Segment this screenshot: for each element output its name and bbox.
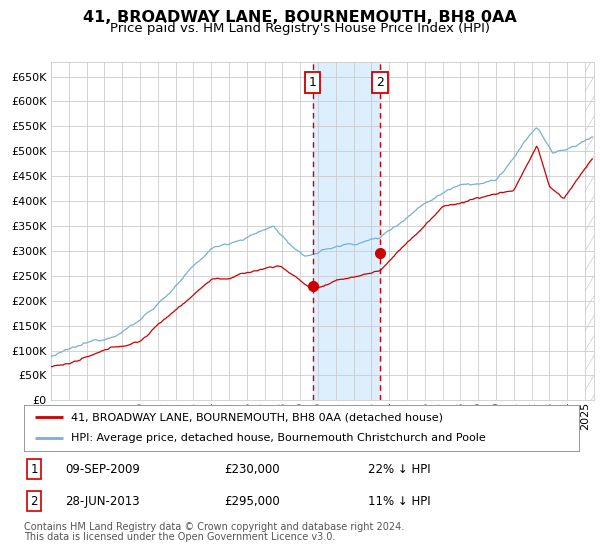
Text: 11% ↓ HPI: 11% ↓ HPI — [368, 494, 431, 508]
Text: HPI: Average price, detached house, Bournemouth Christchurch and Poole: HPI: Average price, detached house, Bour… — [71, 433, 486, 444]
Text: £230,000: £230,000 — [224, 463, 280, 475]
Text: This data is licensed under the Open Government Licence v3.0.: This data is licensed under the Open Gov… — [24, 532, 335, 542]
Text: Contains HM Land Registry data © Crown copyright and database right 2024.: Contains HM Land Registry data © Crown c… — [24, 522, 404, 532]
Text: 1: 1 — [308, 76, 316, 89]
Bar — [313, 62, 380, 400]
Text: Price paid vs. HM Land Registry's House Price Index (HPI): Price paid vs. HM Land Registry's House … — [110, 22, 490, 35]
Text: 28-JUN-2013: 28-JUN-2013 — [65, 494, 140, 508]
Text: 22% ↓ HPI: 22% ↓ HPI — [368, 463, 431, 475]
Text: 41, BROADWAY LANE, BOURNEMOUTH, BH8 0AA (detached house): 41, BROADWAY LANE, BOURNEMOUTH, BH8 0AA … — [71, 412, 443, 422]
Text: 2: 2 — [376, 76, 384, 89]
Text: 1: 1 — [30, 463, 38, 475]
Text: £295,000: £295,000 — [224, 494, 280, 508]
Text: 41, BROADWAY LANE, BOURNEMOUTH, BH8 0AA: 41, BROADWAY LANE, BOURNEMOUTH, BH8 0AA — [83, 10, 517, 25]
Text: 09-SEP-2009: 09-SEP-2009 — [65, 463, 140, 475]
Text: 2: 2 — [30, 494, 38, 508]
